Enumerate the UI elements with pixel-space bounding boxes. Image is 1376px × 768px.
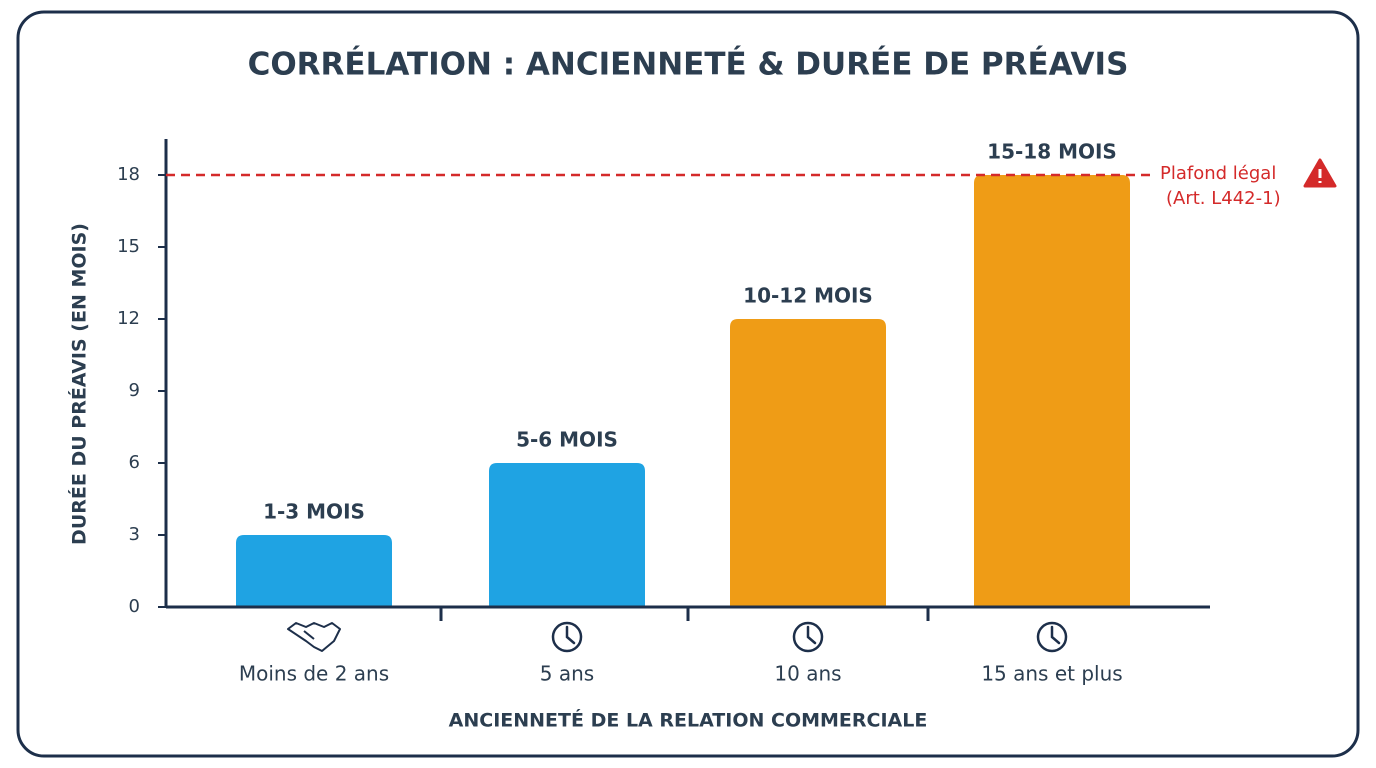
y-tick-label: 0 bbox=[129, 596, 140, 617]
y-tick-label: 6 bbox=[129, 452, 140, 473]
y-tick-label: 12 bbox=[117, 308, 140, 329]
y-tick-label: 15 bbox=[117, 236, 140, 257]
y-axis-label: DURÉE DU PRÉAVIS (EN MOIS) bbox=[68, 223, 91, 545]
value-label: 10-12 MOIS bbox=[743, 284, 873, 308]
x-tick-label: 10 ans bbox=[774, 662, 841, 686]
value-label: 1-3 MOIS bbox=[263, 500, 365, 524]
reference-label: Plafond légal bbox=[1160, 163, 1276, 184]
bar bbox=[489, 463, 645, 607]
handshake-icon bbox=[287, 622, 341, 652]
x-tick-label: 5 ans bbox=[540, 662, 594, 686]
value-label: 5-6 MOIS bbox=[516, 428, 618, 452]
clock-icon bbox=[1036, 621, 1068, 653]
reference-sublabel: (Art. L442-1) bbox=[1166, 188, 1281, 209]
clock-hands bbox=[1050, 625, 1061, 645]
card bbox=[16, 10, 1360, 758]
x-axis-label: ANCIENNETÉ DE LA RELATION COMMERCIALE bbox=[449, 709, 928, 732]
clock-hands bbox=[565, 625, 576, 645]
chart-title: CORRÉLATION : ANCIENNETÉ & DURÉE DE PRÉA… bbox=[248, 47, 1129, 83]
bar bbox=[236, 535, 392, 607]
bar bbox=[730, 319, 886, 607]
bar bbox=[974, 175, 1130, 607]
x-tick-label: Moins de 2 ans bbox=[239, 662, 389, 686]
value-label: 15-18 MOIS bbox=[987, 140, 1117, 164]
y-tick-label: 9 bbox=[129, 380, 140, 401]
clock-icon bbox=[551, 621, 583, 653]
clock-hands bbox=[806, 625, 817, 645]
x-tick-label: 15 ans et plus bbox=[981, 662, 1122, 686]
clock-icon bbox=[792, 621, 824, 653]
y-tick-label: 18 bbox=[117, 164, 140, 185]
y-tick-label: 3 bbox=[129, 524, 140, 545]
